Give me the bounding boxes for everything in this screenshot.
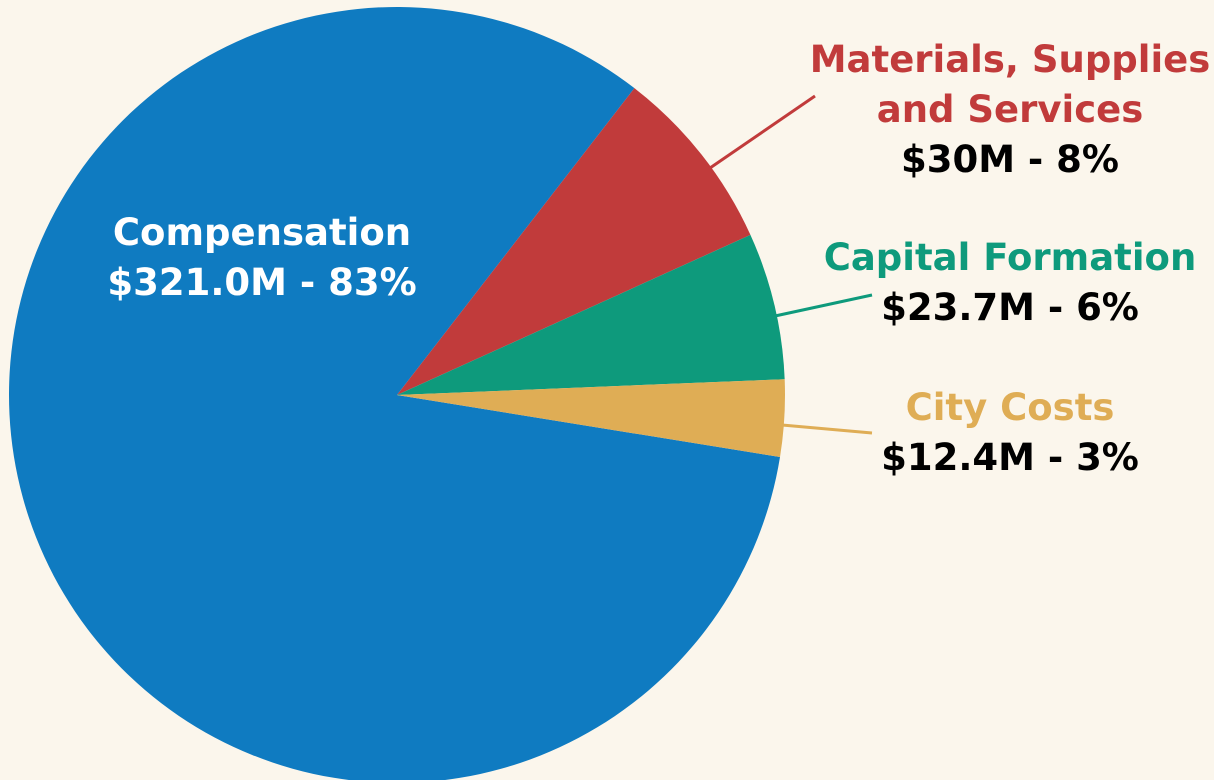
slice-label: City Costs $12.4M - 3% — [830, 383, 1190, 483]
category-label: City Costs — [905, 386, 1115, 429]
value-label: $30M - 8% — [901, 138, 1119, 181]
slice-label: Compensation $321.0M - 83% — [82, 208, 442, 308]
leader-line — [709, 94, 816, 170]
pie-slice — [397, 234, 785, 395]
value-label: $23.7M - 6% — [881, 286, 1139, 329]
category-label: Materials, Supplies and Services — [809, 38, 1211, 131]
slice-label: Capital Formation $23.7M - 6% — [800, 233, 1214, 333]
pie-slice — [397, 88, 751, 396]
category-label: Compensation — [112, 211, 412, 254]
value-label: $321.0M - 83% — [107, 261, 417, 304]
category-label: Capital Formation — [823, 236, 1197, 279]
value-label: $12.4M - 3% — [881, 436, 1139, 479]
pie-slice — [397, 379, 785, 458]
pie — [9, 7, 785, 780]
leader-line — [781, 423, 873, 435]
leader-line — [774, 293, 873, 318]
pie-slice — [9, 7, 781, 780]
slice-label: Materials, Supplies and Services $30M - 8… — [805, 35, 1214, 185]
